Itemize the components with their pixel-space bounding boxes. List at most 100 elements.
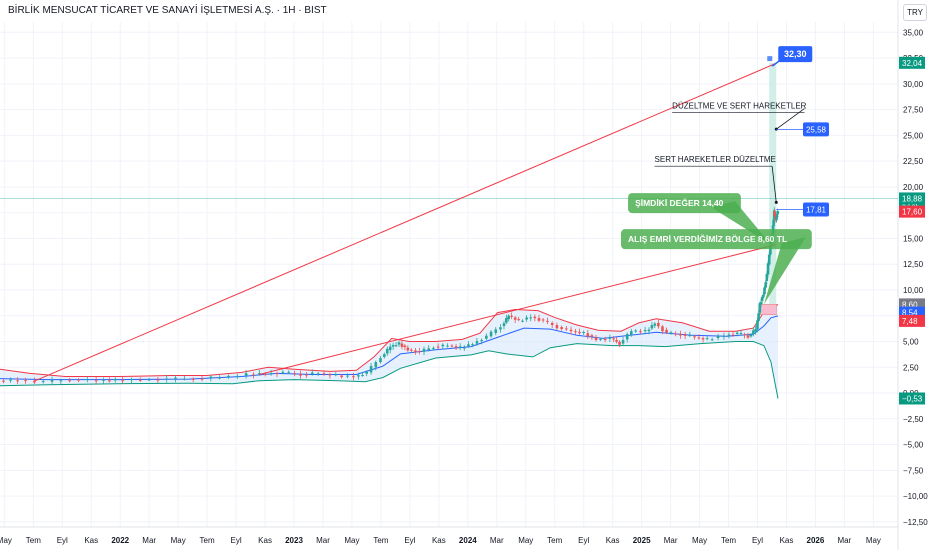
candle-body xyxy=(406,347,410,351)
y-tick-label: 25,00 xyxy=(903,131,924,140)
candle-body xyxy=(436,346,440,348)
x-tick-label: Mar xyxy=(490,536,504,545)
annotation-leader xyxy=(771,166,777,203)
candle-body xyxy=(200,378,204,380)
callout-box xyxy=(621,229,812,250)
candle-body xyxy=(316,373,320,375)
candle-body xyxy=(769,245,772,255)
price-label-text: 17,81 xyxy=(806,205,827,214)
candle-body xyxy=(454,346,458,348)
candle-body xyxy=(669,332,673,334)
candle-body xyxy=(569,329,573,332)
candle-body xyxy=(630,331,633,336)
candle-body xyxy=(582,332,585,334)
candle-body xyxy=(209,376,213,379)
price-label-box xyxy=(803,122,829,137)
candle-body xyxy=(499,327,502,330)
candle-body xyxy=(16,380,19,382)
currency-button[interactable]: TRY xyxy=(903,4,927,21)
candle-body xyxy=(400,343,404,347)
candle-body xyxy=(746,335,750,338)
candle-body xyxy=(50,379,54,382)
candle-body xyxy=(560,327,563,330)
candle-body xyxy=(244,373,248,376)
candle-body xyxy=(555,325,559,329)
candle-body xyxy=(156,379,160,381)
candle-body xyxy=(9,379,12,381)
x-tick-label: Eyl xyxy=(404,536,415,545)
target-flag-marker xyxy=(767,56,773,62)
candle-body xyxy=(369,366,373,373)
candle-body xyxy=(328,374,332,376)
candle-body xyxy=(418,351,421,353)
candle-body xyxy=(533,316,537,319)
candle-body xyxy=(621,340,625,344)
candle-body xyxy=(299,373,302,376)
candle-body xyxy=(441,344,445,347)
candle-body xyxy=(59,380,63,382)
candle-body xyxy=(710,339,714,341)
candle-body xyxy=(722,335,726,337)
x-tick-label: Tem xyxy=(547,536,562,545)
candle-body xyxy=(674,333,678,335)
axis-price-tag xyxy=(899,392,925,405)
x-tick-label: 2024 xyxy=(459,536,477,545)
candle-body xyxy=(502,323,506,327)
x-tick-label: Tem xyxy=(200,536,215,545)
candle-body xyxy=(446,345,449,347)
chart-title: BİRLİK MENSUCAT TİCARET VE SANAYİ İŞLETM… xyxy=(8,5,327,16)
candle-body xyxy=(525,317,528,320)
candle-body xyxy=(334,374,338,376)
axis-price-tag xyxy=(899,205,925,218)
candle-body xyxy=(774,214,777,217)
candle-body xyxy=(388,346,392,351)
candle-body xyxy=(2,380,5,382)
candle-body xyxy=(485,335,488,339)
x-tick-label: May xyxy=(0,536,12,545)
candle-body xyxy=(108,380,111,382)
candle-body xyxy=(235,376,239,378)
candle-body xyxy=(537,318,541,321)
candle-body xyxy=(634,330,638,332)
candle-body xyxy=(41,381,45,383)
x-tick-label: May xyxy=(866,536,881,545)
candle-body xyxy=(505,317,508,323)
price-label-text: 25,58 xyxy=(806,125,827,134)
x-tick-label: May xyxy=(344,536,359,545)
candle-body xyxy=(322,373,326,375)
candle-body xyxy=(305,374,308,376)
candle-body xyxy=(517,319,520,321)
candle-body xyxy=(665,329,668,333)
annotation-text: DÜZELTME VE SERT HAREKETLER xyxy=(672,102,806,111)
candle-body xyxy=(403,345,407,348)
candle-body xyxy=(68,380,71,382)
candle-body xyxy=(759,302,763,305)
y-tick-label: 27,50 xyxy=(903,106,924,115)
y-tick-label: 35,00 xyxy=(903,28,924,37)
candle-body xyxy=(77,379,80,381)
candle-body xyxy=(603,339,607,341)
y-tick-label: −2,50 xyxy=(903,415,924,424)
x-tick-label: Eyl xyxy=(752,536,763,545)
candle-body xyxy=(269,373,273,375)
y-tick-label: 15,00 xyxy=(903,234,924,243)
y-tick-label: −7,50 xyxy=(903,466,924,475)
candle-body xyxy=(749,334,753,337)
axis-price-tag-text: 32,04 xyxy=(902,59,923,68)
candle-body xyxy=(618,341,621,345)
candle-body xyxy=(773,211,777,216)
candle-body xyxy=(775,217,778,220)
candle-body xyxy=(263,373,267,375)
candle-body xyxy=(550,322,554,325)
candle-body xyxy=(385,348,389,354)
candle-body xyxy=(258,373,261,375)
target-range-box xyxy=(769,62,777,305)
candle-body xyxy=(701,338,705,340)
axis-price-tag-text: 8,60 xyxy=(902,300,918,309)
candle-body xyxy=(410,349,413,351)
annotation-text: SERT HAREKETLER DÜZELTME xyxy=(655,155,776,164)
candle-body xyxy=(565,328,568,330)
candle-body xyxy=(661,326,664,332)
